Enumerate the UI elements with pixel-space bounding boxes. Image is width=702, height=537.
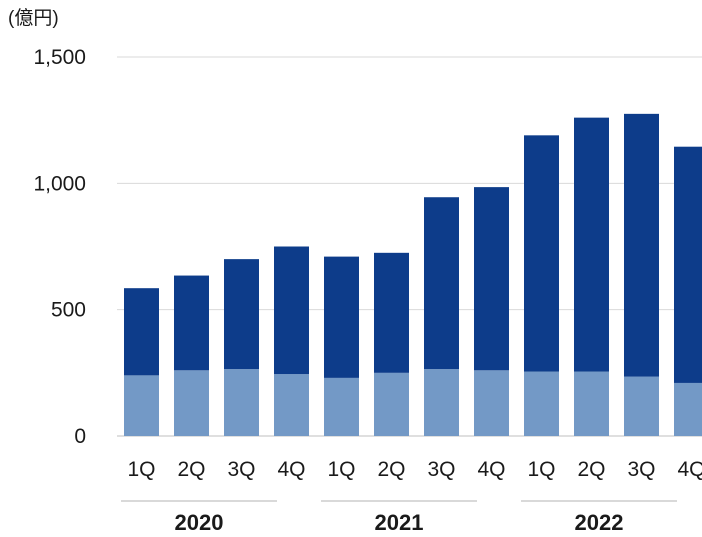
bar-segment — [424, 369, 459, 436]
x-tick-label: 2Q — [177, 458, 205, 481]
bar-segment — [474, 370, 509, 436]
bar-segment — [174, 370, 209, 436]
bar-segment — [124, 288, 159, 376]
bar-segment — [274, 246, 309, 375]
y-tick-label: 1,000 — [33, 172, 86, 195]
bar-segment — [374, 252, 409, 373]
bar-segment — [374, 372, 409, 436]
x-tick-label: 1Q — [527, 458, 555, 481]
x-tick-label: 2Q — [377, 458, 405, 481]
year-group-label: 2021 — [375, 510, 424, 535]
year-groups: 2020 2021 2022 — [121, 500, 677, 535]
bar-segment — [124, 375, 159, 436]
x-tick-label: 3Q — [627, 458, 655, 481]
bar-segment — [324, 256, 359, 378]
x-tick-label: 2Q — [577, 458, 605, 481]
bar-segment — [524, 135, 559, 372]
bar-segment — [174, 275, 209, 371]
bar-segment — [524, 371, 559, 436]
x-tick-label: 4Q — [477, 458, 505, 481]
bar-segment — [474, 187, 509, 371]
x-tick-label: 1Q — [327, 458, 355, 481]
bar-segment — [424, 197, 459, 370]
x-axis-labels: 1Q 2Q 3Q 4Q 1Q 2Q 3Q 4Q 1Q 2Q 3Q 4Q — [127, 458, 702, 481]
x-tick-label: 3Q — [427, 458, 455, 481]
bar-segment — [674, 146, 702, 383]
bar-segment — [324, 377, 359, 436]
year-group-label: 2020 — [175, 510, 224, 535]
bar-segment — [574, 117, 609, 372]
bar-segment — [624, 376, 659, 436]
x-tick-label: 3Q — [227, 458, 255, 481]
bar-segment — [674, 382, 702, 436]
y-tick-label: 0 — [74, 425, 86, 448]
y-tick-label: 1,500 — [33, 46, 86, 69]
bars — [124, 113, 702, 436]
x-tick-label: 1Q — [127, 458, 155, 481]
x-tick-label: 4Q — [677, 458, 702, 481]
bar-segment — [224, 259, 259, 370]
y-axis-labels: 0 500 1,000 1,500 — [33, 46, 86, 448]
year-group-label: 2022 — [575, 510, 624, 535]
bar-segment — [274, 374, 309, 436]
unit-label: (億円) — [8, 7, 59, 29]
bar-segment — [624, 113, 659, 377]
y-tick-label: 500 — [51, 299, 86, 322]
bar-segment — [224, 369, 259, 436]
bar-segment — [574, 371, 609, 436]
x-tick-label: 4Q — [277, 458, 305, 481]
